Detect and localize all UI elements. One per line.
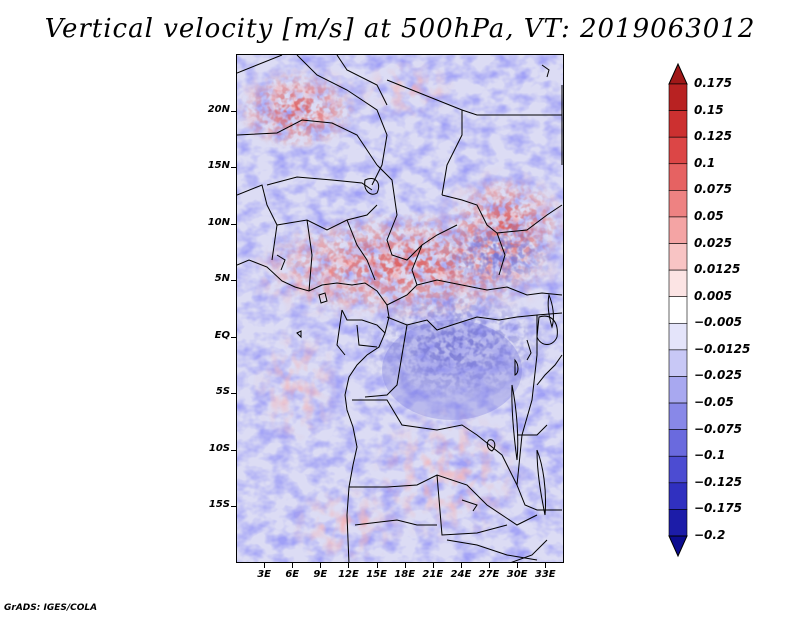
- lon-tick-mark: [376, 563, 378, 568]
- lon-tick-label: 21E: [422, 569, 444, 580]
- colorbar-label: 0.025: [694, 235, 732, 250]
- colorbar-label: −0.0125: [694, 341, 751, 356]
- lat-tick-mark: [231, 336, 236, 338]
- colorbar-swatch: [668, 296, 688, 324]
- lat-tick-label: EQ: [214, 329, 230, 341]
- island-sao-tome: [296, 330, 302, 339]
- coastline-east: [536, 354, 563, 386]
- lon-tick-label: 6E: [285, 569, 300, 580]
- colorbar-label: −0.005: [694, 315, 743, 330]
- lat-tick-mark: [231, 393, 236, 395]
- colorbar-swatch: [668, 429, 688, 457]
- lake-kariba: [461, 499, 478, 512]
- colorbar-label: −0.1: [694, 448, 726, 463]
- colorbar-label: −0.2: [694, 528, 726, 542]
- colorbar-swatch: [668, 163, 688, 191]
- coastline-red-sea: [541, 64, 550, 78]
- colorbar-swatch: [668, 190, 688, 218]
- colorbar-swatch: [668, 83, 688, 111]
- lon-tick-label: 33E: [534, 569, 556, 580]
- lon-tick-label: 3E: [257, 569, 271, 580]
- colorbar-label: 0.125: [694, 129, 732, 144]
- country-borders: [237, 55, 563, 562]
- colorbar-swatch: [668, 269, 688, 298]
- colorbar-label: −0.075: [694, 421, 743, 436]
- colorbar-label: −0.125: [694, 474, 743, 489]
- lake-kivu: [514, 358, 519, 376]
- lat-tick-label: 20N: [207, 103, 230, 115]
- lon-tick-mark: [404, 563, 406, 568]
- lat-tick-label: 10S: [208, 442, 230, 454]
- colorbar-label: 0.175: [694, 76, 732, 90]
- colorbar-swatch: [668, 349, 688, 377]
- lat-tick-mark: [231, 506, 236, 508]
- lon-tick-mark: [517, 563, 519, 568]
- lon-tick-mark: [545, 563, 547, 568]
- lake-albert: [526, 339, 532, 361]
- colorbar-swatch: [668, 136, 688, 165]
- colorbar-swatch: [668, 243, 688, 271]
- chart-title: Vertical velocity [m/s] at 500hPa, VT: 2…: [44, 14, 756, 44]
- lon-tick-label: 27E: [478, 569, 500, 580]
- colorbar-label: −0.025: [694, 368, 743, 383]
- lat-tick-label: 15S: [208, 499, 230, 511]
- colorbar-swatch: [668, 216, 688, 244]
- lon-tick-mark: [264, 563, 266, 568]
- lat-tick-label: 5S: [215, 386, 230, 398]
- colorbar-swatch: [668, 322, 688, 351]
- colorbar-top-arrow: [668, 62, 688, 85]
- lon-tick-mark: [489, 563, 491, 568]
- lon-tick-mark: [320, 563, 322, 568]
- lon-tick-mark: [348, 563, 350, 568]
- lon-tick-mark: [432, 563, 434, 568]
- lake-mweru: [486, 439, 496, 452]
- colorbar-label: −0.175: [694, 501, 743, 516]
- lon-tick-label: 24E: [450, 569, 472, 580]
- colorbar-label: 0.075: [694, 182, 732, 197]
- lake-volta: [276, 254, 286, 271]
- coastline-west-africa: [237, 259, 390, 562]
- lake-tanganyika: [511, 384, 519, 461]
- lon-tick-label: 9E: [313, 569, 328, 580]
- vertical-velocity-field: [237, 55, 563, 562]
- lon-tick-label: 15E: [366, 569, 387, 580]
- lon-tick-mark: [292, 563, 294, 568]
- lon-tick-label: 18E: [394, 569, 416, 580]
- lat-tick-mark: [231, 449, 236, 451]
- field-blue-speckle: [237, 55, 563, 562]
- map-panel: [236, 54, 564, 563]
- colorbar-swatch: [668, 482, 688, 510]
- lon-tick-mark: [460, 563, 462, 568]
- colorbar-bottom-arrow: [668, 535, 688, 558]
- border-sahara: [237, 55, 283, 74]
- lat-tick-label: 5N: [214, 273, 230, 285]
- colorbar-swatch: [668, 455, 688, 484]
- colorbar-swatch: [668, 402, 688, 430]
- lat-tick-mark: [231, 110, 236, 112]
- lat-tick-mark: [231, 223, 236, 225]
- lat-tick-mark: [231, 280, 236, 282]
- lon-tick-label: 12E: [338, 569, 359, 580]
- lake-chad: [364, 178, 380, 195]
- colorbar-swatch: [668, 509, 688, 537]
- colorbar: [668, 62, 688, 558]
- grads-credit: GrADS: IGES/COLA: [4, 603, 98, 613]
- lon-tick-label: 30E: [506, 569, 528, 580]
- colorbar-label: 0.15: [694, 102, 724, 117]
- colorbar-label: −0.05: [694, 395, 734, 410]
- colorbar-label: 0.1: [694, 155, 716, 170]
- colorbar-swatch: [668, 376, 688, 404]
- lake-turkana: [547, 293, 554, 329]
- lat-tick-mark: [231, 167, 236, 169]
- lake-malawi: [536, 449, 546, 516]
- island-bioko: [318, 292, 328, 304]
- colorbar-label: 0.005: [694, 288, 732, 303]
- colorbar-swatch: [668, 110, 688, 138]
- colorbar-label: 0.0125: [694, 262, 741, 277]
- lat-tick-label: 15N: [207, 160, 230, 172]
- colorbar-label: 0.05: [694, 208, 724, 223]
- lat-tick-label: 10N: [207, 216, 230, 228]
